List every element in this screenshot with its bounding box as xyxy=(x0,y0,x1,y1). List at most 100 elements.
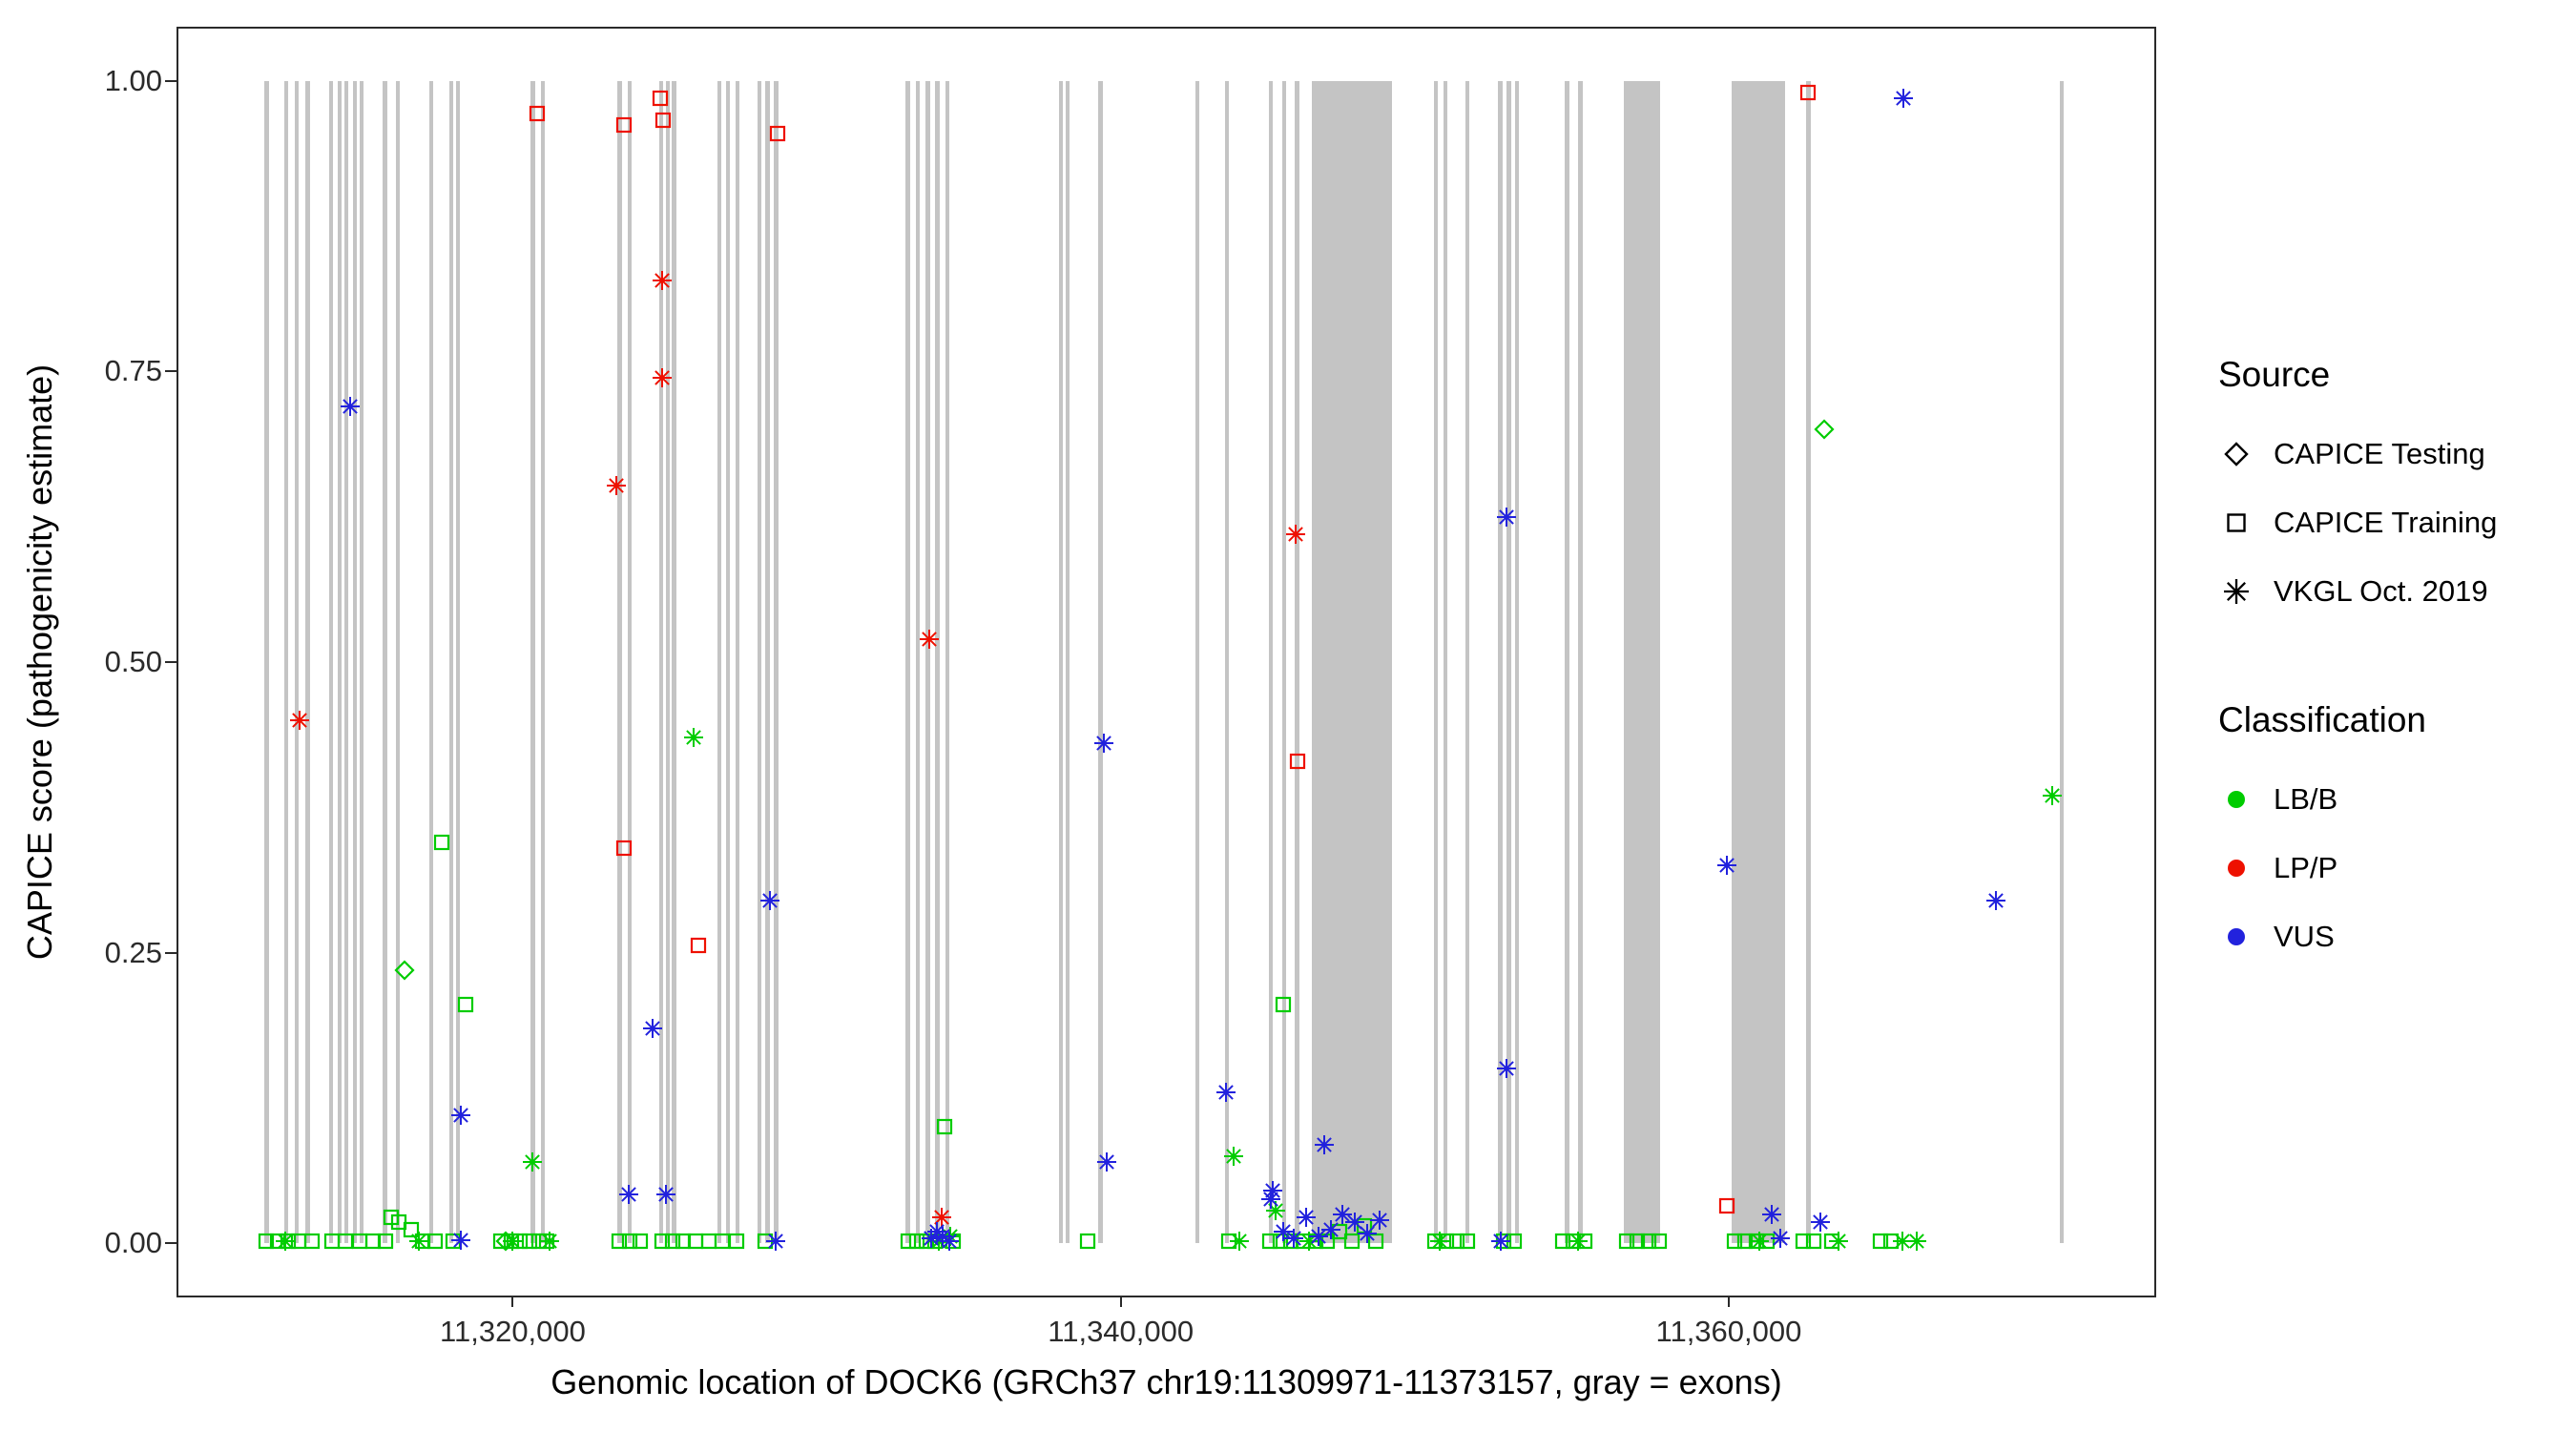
plot-panel xyxy=(177,27,2156,1297)
exon-band xyxy=(455,80,461,1244)
exon-band xyxy=(1806,80,1811,1244)
exon-band xyxy=(627,80,633,1244)
lbb-dot-icon xyxy=(2218,781,2254,818)
y-axis-title: CAPICE score (pathogenicity estimate) xyxy=(20,363,59,961)
y-tick-mark xyxy=(165,661,177,663)
data-point-asterisk xyxy=(1094,734,1114,754)
data-point-asterisk xyxy=(451,1106,471,1126)
data-point-asterisk xyxy=(606,475,626,495)
data-point-square xyxy=(1079,1233,1095,1249)
exon-band xyxy=(765,80,770,1244)
data-point-square xyxy=(687,1233,703,1249)
x-tick-mark xyxy=(1727,1296,1730,1307)
data-point-square xyxy=(1448,1233,1465,1249)
data-point-square xyxy=(1883,1233,1900,1249)
exon-band xyxy=(428,80,433,1244)
exon-band xyxy=(1443,80,1448,1244)
data-point-asterisk xyxy=(503,1231,523,1251)
y-tick-label: 0.00 xyxy=(104,1226,162,1260)
data-point-square xyxy=(304,1233,321,1249)
y-tick-label: 0.50 xyxy=(104,645,162,678)
legend-item-lpp: LP/P xyxy=(2218,834,2497,902)
data-point-asterisk xyxy=(1828,1231,1848,1251)
exon-band xyxy=(725,80,730,1244)
legend-item-label: CAPICE Testing xyxy=(2274,437,2485,470)
y-tick-label: 0.75 xyxy=(104,354,162,388)
data-point-square xyxy=(1795,1233,1812,1249)
exon-band xyxy=(665,80,671,1244)
legend-item-label: CAPICE Training xyxy=(2274,506,2498,539)
exon-band xyxy=(1312,80,1393,1244)
exon-band xyxy=(2059,80,2065,1244)
exon-band xyxy=(1195,80,1200,1244)
data-point-square xyxy=(1555,1233,1571,1249)
data-point-square xyxy=(427,1233,444,1249)
exon-band xyxy=(337,80,343,1244)
exon-band xyxy=(1224,80,1230,1244)
exon-band xyxy=(1565,80,1569,1244)
data-point-square xyxy=(1824,1233,1840,1249)
legend-item-label: VUS xyxy=(2274,920,2335,953)
exon-band xyxy=(540,80,546,1244)
data-point-diamond xyxy=(494,1231,516,1252)
data-point-asterisk xyxy=(684,728,704,748)
square-icon xyxy=(2218,505,2254,541)
exon-band xyxy=(530,80,535,1244)
y-tick-mark xyxy=(165,370,177,373)
exon-band xyxy=(284,80,289,1244)
data-point-asterisk xyxy=(1892,1231,1912,1251)
data-point-square xyxy=(1576,1233,1592,1249)
x-tick-mark xyxy=(1119,1296,1122,1307)
exon-band xyxy=(945,80,950,1244)
exon-band xyxy=(1506,80,1511,1244)
exon-band xyxy=(1433,80,1439,1244)
asterisk-icon xyxy=(2218,573,2254,610)
data-point-square xyxy=(715,1233,731,1249)
data-point-square xyxy=(1873,1233,1889,1249)
legend-item-label: LP/P xyxy=(2274,851,2338,884)
exon-band xyxy=(915,80,921,1244)
exon-band xyxy=(905,80,910,1244)
exon-band xyxy=(925,80,930,1244)
exon-band xyxy=(1281,80,1287,1244)
exon-band xyxy=(395,80,401,1244)
exon-band xyxy=(305,80,310,1244)
data-point-asterisk xyxy=(1810,1213,1830,1233)
exon-band xyxy=(1268,80,1273,1244)
data-point-square xyxy=(364,1233,382,1249)
data-point-square xyxy=(521,1233,538,1249)
exon-band xyxy=(264,80,270,1244)
exon-band xyxy=(658,80,664,1244)
data-point-diamond xyxy=(1814,419,1835,440)
data-point-asterisk xyxy=(1894,89,1914,109)
data-point-square xyxy=(690,938,706,954)
legend: Source CAPICE Testing CAPICE Training VK… xyxy=(2218,355,2497,971)
exon-band xyxy=(1065,80,1070,1244)
x-tick-label: 11,340,000 xyxy=(1048,1315,1195,1348)
data-point-asterisk xyxy=(408,1231,428,1251)
x-axis-title: Genomic location of DOCK6 (GRCh37 chr19:… xyxy=(551,1362,1782,1401)
data-point-square xyxy=(512,1233,529,1249)
data-point-asterisk xyxy=(941,1226,961,1246)
legend-item-capice-testing: CAPICE Testing xyxy=(2218,420,2497,488)
y-tick-mark xyxy=(165,1242,177,1245)
data-point-square xyxy=(503,1233,519,1249)
exon-band xyxy=(757,80,762,1244)
exon-band xyxy=(448,80,453,1244)
exon-band xyxy=(672,80,676,1244)
data-point-square xyxy=(446,1233,462,1249)
exon-band xyxy=(359,80,364,1244)
exon-band xyxy=(1465,80,1470,1244)
exon-band xyxy=(343,80,349,1244)
exon-band xyxy=(617,80,622,1244)
exon-band xyxy=(1498,80,1503,1244)
data-point-square xyxy=(403,1221,419,1237)
exon-band xyxy=(329,80,334,1244)
data-point-square xyxy=(492,1233,509,1249)
data-point-asterisk xyxy=(1229,1231,1249,1251)
legend-classification-title: Classification xyxy=(2218,700,2426,739)
x-tick-label: 11,320,000 xyxy=(440,1315,586,1348)
y-tick-mark xyxy=(165,79,177,82)
legend-item-vus: VUS xyxy=(2218,902,2497,971)
